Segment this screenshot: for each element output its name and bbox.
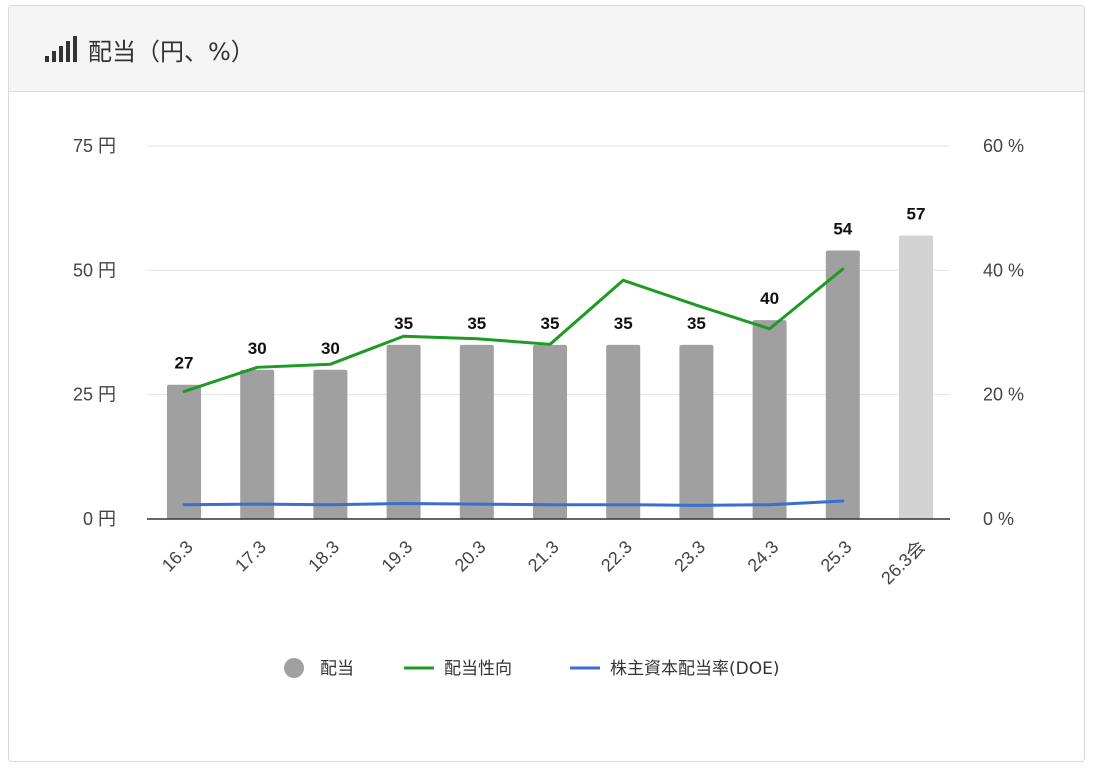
- right-axis-tick-label: 60 %: [983, 136, 1024, 156]
- x-axis-tick-label: 23.3: [670, 537, 709, 576]
- dividend-bar: [606, 344, 641, 519]
- dividend-bar: [752, 320, 787, 519]
- legend-label-doe: 株主資本配当率(DOE): [610, 659, 779, 679]
- data-label: 35: [687, 314, 706, 333]
- x-axis-tick-label: 18.3: [304, 537, 343, 576]
- legend-label-payout: 配当性向: [444, 659, 512, 679]
- data-label: 35: [614, 314, 633, 333]
- data-label: 27: [175, 354, 194, 373]
- right-axis-tick-label: 20 %: [983, 385, 1024, 405]
- legend-marker-dividend: [284, 658, 304, 678]
- dividend-bar: [313, 369, 348, 519]
- left-axis-tick-label: 50 円: [73, 260, 116, 280]
- x-axis-tick-label: 22.3: [597, 537, 636, 576]
- dividend-bar: [386, 344, 421, 519]
- x-axis-tick-label: 19.3: [378, 537, 417, 576]
- right-axis-tick-label: 0 %: [983, 509, 1014, 529]
- data-label: 54: [833, 219, 852, 238]
- chart-title: 配当（円、%）: [88, 38, 255, 66]
- right-axis-tick-label: 40 %: [983, 260, 1024, 280]
- bar-signal-icon: [45, 36, 77, 62]
- x-axis-tick-label: 17.3: [231, 537, 270, 576]
- data-label: 30: [248, 339, 267, 358]
- dividend-bar: [533, 344, 567, 519]
- dividend-bar: [679, 344, 714, 519]
- data-label: 35: [541, 314, 560, 333]
- x-axis-tick-label: 24.3: [744, 537, 783, 576]
- x-axis-tick-label: 20.3: [451, 537, 490, 576]
- payout-ratio-line: [182, 267, 845, 394]
- data-label: 35: [467, 314, 486, 333]
- x-axis-tick-label: 26.3会: [877, 537, 929, 589]
- data-label: 57: [907, 205, 926, 224]
- data-label: 35: [394, 314, 413, 333]
- left-axis-tick-label: 25 円: [73, 385, 116, 405]
- data-label: 40: [760, 289, 779, 308]
- x-axis-tick-label: 25.3: [817, 537, 856, 576]
- x-axis-tick-label: 16.3: [158, 537, 197, 576]
- forecast-dividend-bar: [899, 235, 933, 519]
- left-axis-tick-label: 0 円: [83, 509, 116, 529]
- dividend-bar: [825, 250, 860, 519]
- dividend-bar: [459, 344, 494, 519]
- legend-label-dividend: 配当: [320, 659, 354, 679]
- card-header: 配当（円、%）: [9, 6, 1084, 92]
- dividend-bar: [240, 369, 275, 519]
- x-axis-tick-label: 21.3: [524, 537, 563, 576]
- left-axis-tick-label: 75 円: [73, 136, 116, 156]
- data-label: 30: [321, 339, 340, 358]
- dividend-bar: [167, 384, 201, 519]
- doe-line: [182, 499, 845, 507]
